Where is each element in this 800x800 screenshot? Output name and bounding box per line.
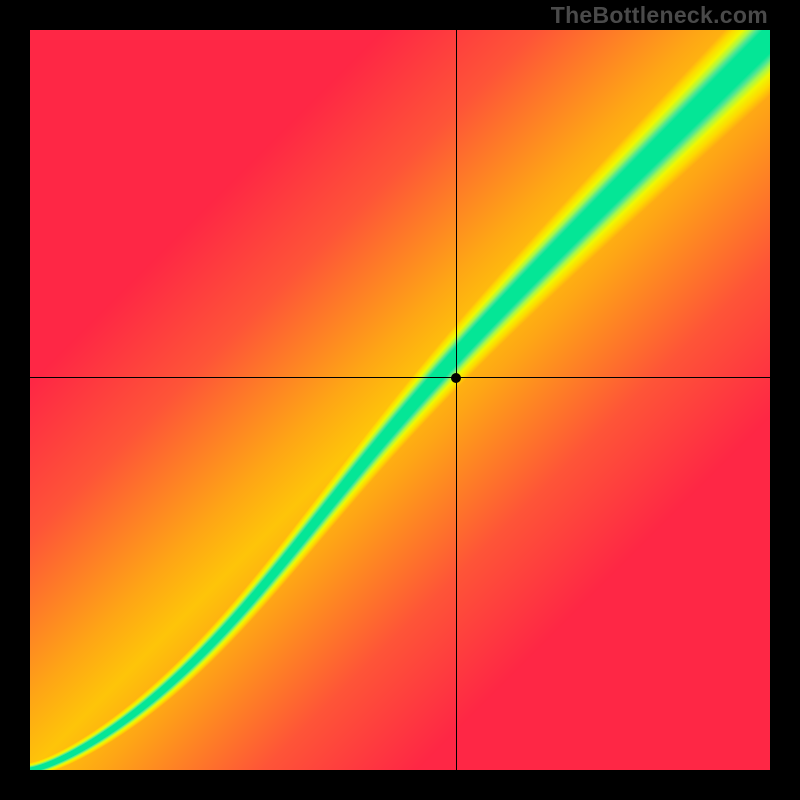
crosshair-vertical xyxy=(456,30,457,770)
bottleneck-point-marker xyxy=(451,373,461,383)
watermark-text: TheBottleneck.com xyxy=(551,2,768,29)
crosshair-horizontal xyxy=(30,377,770,378)
bottleneck-heatmap xyxy=(30,30,770,770)
chart-frame xyxy=(30,30,770,770)
